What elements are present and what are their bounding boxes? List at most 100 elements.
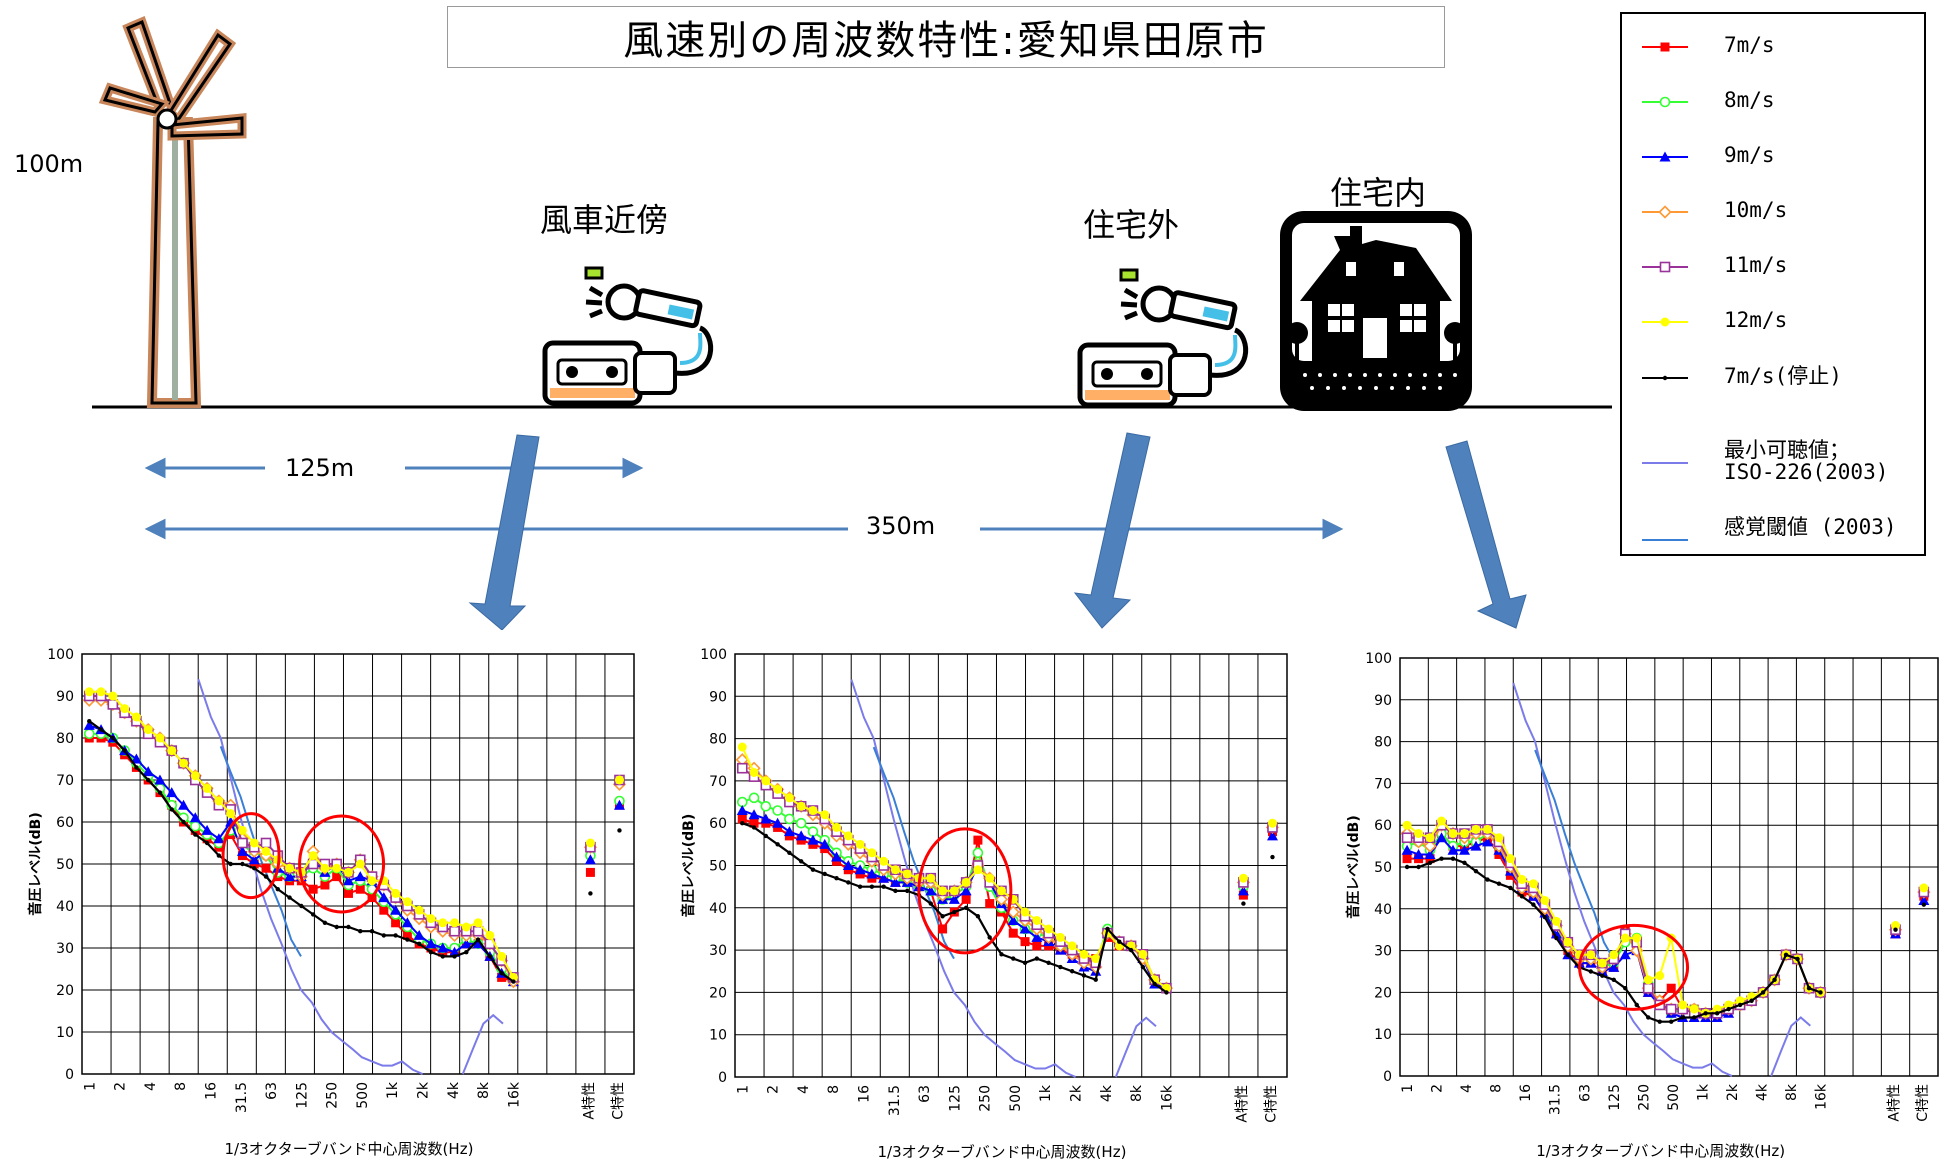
y-tick-label: 100 <box>700 647 727 663</box>
x-tick-label: A特性 <box>581 1082 597 1120</box>
highlight-ellipse <box>917 827 1013 955</box>
page-title: 風速別の周波数特性:愛知県田原市 <box>447 6 1445 68</box>
data-point <box>287 895 292 900</box>
x-tick-label: 4k <box>446 1081 462 1099</box>
data-point <box>464 950 469 955</box>
data-point <box>1703 1011 1708 1016</box>
data-point <box>1448 829 1458 839</box>
y-tick-label: 40 <box>56 899 74 915</box>
x-tick-label: 250 <box>325 1082 341 1109</box>
data-point <box>1079 949 1089 959</box>
data-point <box>449 925 460 937</box>
grid <box>734 653 1288 1078</box>
data-point <box>808 806 818 816</box>
data-point <box>1772 977 1777 983</box>
legend-label: 感覚閾値 (2003) <box>1724 515 1897 539</box>
data-point <box>948 893 960 904</box>
data-point <box>1164 990 1169 995</box>
data-point <box>120 704 130 714</box>
near-turbine-label: 風車近傍 <box>540 201 669 239</box>
data-point <box>938 924 948 934</box>
data-point <box>1642 982 1654 994</box>
data-point <box>472 938 484 949</box>
data-point <box>1550 928 1562 939</box>
legend-item: 10m/s <box>1640 197 1910 227</box>
legend-swatch <box>1642 261 1688 273</box>
data-point <box>237 825 247 835</box>
legend-marker <box>1659 96 1671 108</box>
data-point <box>402 897 412 907</box>
data-point <box>322 920 328 925</box>
data-point <box>1620 933 1630 943</box>
data-point <box>763 833 769 839</box>
data-point <box>736 762 748 774</box>
data-point <box>1611 977 1616 983</box>
data-point <box>761 776 771 786</box>
data-point <box>142 766 154 777</box>
data-point <box>1128 947 1134 953</box>
data-point <box>807 834 819 845</box>
y-tick-label: 70 <box>1374 776 1392 792</box>
data-point <box>1439 856 1444 861</box>
data-point <box>972 847 984 859</box>
y-tick-label: 70 <box>709 774 727 790</box>
a-weighted-point <box>1241 901 1246 906</box>
data-point <box>1481 836 1493 847</box>
data-point <box>193 832 198 837</box>
x-tick-label: 8 <box>826 1085 842 1094</box>
data-point <box>285 863 295 873</box>
hearing-threshold-curve-high <box>461 1013 504 1075</box>
legend-swatch <box>1642 539 1688 541</box>
legend-label: 8m/s <box>1724 88 1775 112</box>
data-point <box>1643 975 1653 985</box>
x-tick-label: 8k <box>1784 1083 1800 1101</box>
data-point <box>994 892 1009 906</box>
data-point <box>1413 848 1425 859</box>
data-point <box>1795 956 1800 962</box>
legend-item: 8m/s <box>1640 87 1910 117</box>
highlight-ellipse <box>221 812 281 900</box>
data-point <box>795 817 807 829</box>
x-tick-label: 31.5 <box>1548 1084 1564 1115</box>
data-point <box>189 812 201 823</box>
x-axis-label: 1/3オクターブバンド中心周波数(Hz) <box>1536 1142 1785 1160</box>
data-point <box>1586 950 1596 960</box>
data-point <box>985 873 995 883</box>
data-point <box>428 950 434 955</box>
data-point <box>308 851 318 861</box>
data-point <box>130 753 142 764</box>
data-point <box>228 861 233 867</box>
data-point <box>263 874 269 879</box>
data-point <box>890 865 900 875</box>
data-point <box>1031 931 1043 942</box>
data-point <box>1657 1019 1662 1024</box>
legend-marker <box>1660 317 1670 327</box>
x-tick-label: 4 <box>796 1085 812 1094</box>
legend-item: 9m/s <box>1640 142 1910 172</box>
data-point <box>1447 844 1459 855</box>
legend-swatch <box>1642 205 1688 219</box>
data-point <box>1666 983 1676 993</box>
data-point <box>334 924 339 930</box>
y-tick-label: 90 <box>1374 693 1392 709</box>
data-point <box>354 871 366 882</box>
data-point <box>107 699 119 710</box>
x-tick-label: 16 <box>1518 1084 1534 1102</box>
data-point <box>157 790 163 795</box>
sense-threshold-curve <box>219 746 302 957</box>
y-tick-label: 20 <box>1374 985 1392 1001</box>
data-point <box>378 892 390 903</box>
x-tick-label: C特性 <box>610 1082 626 1120</box>
legend-label: 最小可聴値； ISO-226(2003) <box>1724 438 1889 484</box>
data-point <box>1402 820 1412 830</box>
y-tick-label: 50 <box>709 859 727 875</box>
legend-swatch <box>1642 375 1688 381</box>
data-point <box>452 954 457 959</box>
pointer-arrow-3 <box>1445 440 1527 629</box>
grid <box>81 653 635 1075</box>
data-point <box>748 809 760 820</box>
x-tick-label: 16k <box>1159 1084 1175 1111</box>
data-point <box>1678 1000 1688 1010</box>
x-tick-label: 1k <box>1038 1084 1054 1102</box>
distance-arrow-350 <box>144 518 1344 540</box>
